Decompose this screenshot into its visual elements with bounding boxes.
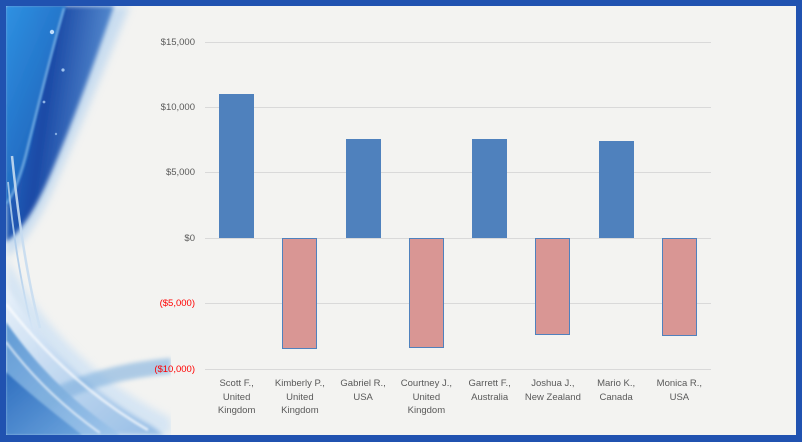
y-axis-tick-label: $0 [184, 232, 195, 244]
chart-bar-positive[interactable] [598, 140, 634, 239]
x-category-label: Mario K., Canada [597, 378, 636, 403]
x-category-label: Scott F., United Kingdom [217, 378, 256, 416]
chart-bar-negative[interactable] [282, 238, 318, 350]
chart-bar-positive[interactable] [472, 139, 508, 239]
gridline [205, 172, 711, 174]
chart-bar-negative[interactable] [408, 238, 444, 349]
y-axis-tick-label: ($5,000) [159, 298, 195, 310]
gridline [205, 41, 711, 43]
x-category-label: Kimberly P., United Kingdom [274, 378, 325, 416]
gridline [205, 237, 711, 239]
y-axis-tick-label: $5,000 [165, 167, 195, 179]
chart-bar-negative[interactable] [535, 238, 571, 335]
bar-chart[interactable]: $15,000 $10,000 $5,000 $0 ($5,000) ($10,000) S… [6, 6, 796, 435]
y-axis-tick-label: ($10,000) [154, 363, 195, 375]
gridline [205, 368, 711, 370]
y-axis-tick-label: $15,000 [160, 36, 195, 48]
y-axis-tick-label: $10,000 [160, 101, 195, 113]
chart-bar-negative[interactable] [661, 238, 697, 336]
slide-canvas: $15,000 $10,000 $5,000 $0 ($5,000) ($10,000) S… [6, 6, 796, 435]
gridline [205, 106, 711, 108]
x-category-label: Monica R., USA [656, 378, 703, 403]
gridline [205, 303, 711, 305]
chart-bar-positive[interactable] [345, 139, 381, 239]
x-category-label: Gabriel R., USA [340, 378, 386, 403]
x-category-label: Courtney J., United Kingdom [400, 378, 452, 416]
chart-bar-positive[interactable] [219, 94, 255, 239]
x-category-label: Joshua J., New Zealand [524, 378, 581, 403]
x-category-label: Garrett F., Australia [468, 378, 511, 403]
